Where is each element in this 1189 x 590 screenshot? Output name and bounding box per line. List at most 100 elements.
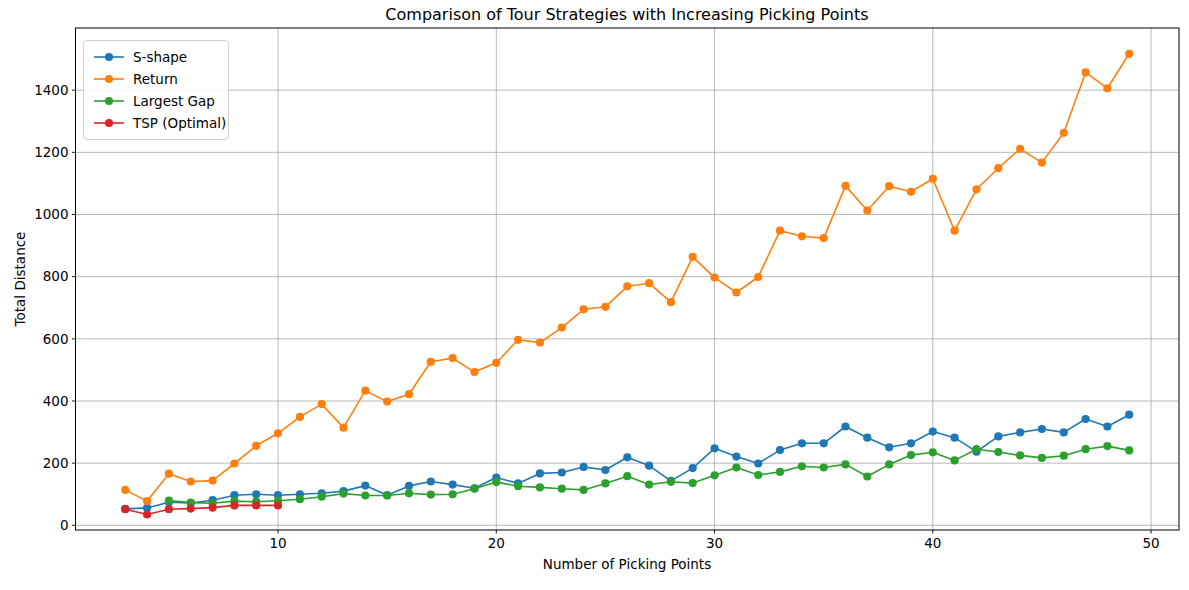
data-point-marker bbox=[754, 471, 762, 479]
data-point-marker bbox=[187, 505, 195, 513]
data-point-marker bbox=[274, 429, 282, 437]
x-tick-label: 50 bbox=[1142, 535, 1159, 551]
legend-item-return: Return bbox=[92, 68, 220, 90]
data-point-marker bbox=[405, 489, 413, 497]
data-point-marker bbox=[994, 448, 1002, 456]
line-marker-icon bbox=[92, 51, 126, 63]
y-tick-label: 800 bbox=[43, 268, 69, 284]
data-point-marker bbox=[449, 481, 457, 489]
data-point-marker bbox=[1103, 84, 1111, 92]
data-point-marker bbox=[711, 471, 719, 479]
data-point-marker bbox=[492, 359, 500, 367]
data-point-marker bbox=[383, 398, 391, 406]
data-point-marker bbox=[1038, 425, 1046, 433]
data-point-marker bbox=[689, 464, 697, 472]
data-point-marker bbox=[1103, 442, 1111, 450]
data-point-marker bbox=[470, 485, 478, 493]
data-point-marker bbox=[929, 448, 937, 456]
legend-label: TSP (Optimal) bbox=[133, 115, 226, 131]
data-point-marker bbox=[405, 482, 413, 490]
data-point-marker bbox=[1125, 446, 1133, 454]
data-point-marker bbox=[885, 443, 893, 451]
data-point-marker bbox=[972, 445, 980, 453]
data-point-marker bbox=[165, 470, 173, 478]
data-point-marker bbox=[536, 469, 544, 477]
data-point-marker bbox=[318, 493, 326, 501]
data-point-marker bbox=[689, 253, 697, 261]
data-point-marker bbox=[361, 491, 369, 499]
data-point-marker bbox=[514, 336, 522, 344]
data-point-marker bbox=[885, 460, 893, 468]
data-point-marker bbox=[536, 339, 544, 347]
series-line bbox=[169, 446, 1129, 503]
data-point-marker bbox=[1125, 411, 1133, 419]
data-point-marker bbox=[711, 444, 719, 452]
data-point-marker bbox=[841, 422, 849, 430]
data-point-marker bbox=[798, 439, 806, 447]
data-point-marker bbox=[427, 491, 435, 499]
legend-item-tsp-optimal: TSP (Optimal) bbox=[92, 112, 220, 134]
y-tick-label: 600 bbox=[43, 331, 69, 347]
data-point-marker bbox=[645, 481, 653, 489]
data-point-marker bbox=[601, 466, 609, 474]
data-point-marker bbox=[732, 453, 740, 461]
data-point-marker bbox=[405, 390, 413, 398]
y-tick-label: 1000 bbox=[34, 206, 68, 222]
data-point-marker bbox=[187, 477, 195, 485]
data-point-marker bbox=[449, 354, 457, 362]
data-point-marker bbox=[645, 279, 653, 287]
y-axis-label: Total Distance bbox=[12, 232, 28, 327]
data-point-marker bbox=[776, 227, 784, 235]
data-point-marker bbox=[972, 185, 980, 193]
data-point-marker bbox=[820, 234, 828, 242]
data-point-marker bbox=[1082, 415, 1090, 423]
data-point-marker bbox=[1082, 68, 1090, 76]
y-tick-label: 0 bbox=[60, 517, 69, 533]
data-point-marker bbox=[558, 324, 566, 332]
data-point-marker bbox=[1016, 145, 1024, 153]
data-point-marker bbox=[776, 468, 784, 476]
data-point-marker bbox=[339, 424, 347, 432]
data-point-marker bbox=[580, 305, 588, 313]
data-point-marker bbox=[252, 490, 260, 498]
data-point-marker bbox=[165, 505, 173, 513]
data-point-marker bbox=[776, 446, 784, 454]
data-point-marker bbox=[427, 477, 435, 485]
data-point-marker bbox=[863, 206, 871, 214]
data-point-marker bbox=[361, 482, 369, 490]
data-point-marker bbox=[492, 478, 500, 486]
data-point-marker bbox=[841, 460, 849, 468]
data-point-marker bbox=[449, 490, 457, 498]
data-point-marker bbox=[143, 510, 151, 518]
chart-figure: Comparison of Tour Strategies with Incre… bbox=[0, 0, 1189, 590]
data-point-marker bbox=[274, 501, 282, 509]
data-point-marker bbox=[1038, 159, 1046, 167]
data-point-marker bbox=[1016, 451, 1024, 459]
data-point-marker bbox=[1060, 129, 1068, 137]
data-point-marker bbox=[1016, 428, 1024, 436]
data-point-marker bbox=[623, 472, 631, 480]
data-point-marker bbox=[951, 456, 959, 464]
data-point-marker bbox=[994, 432, 1002, 440]
data-point-marker bbox=[732, 463, 740, 471]
data-point-marker bbox=[929, 427, 937, 435]
data-point-marker bbox=[143, 497, 151, 505]
legend: S-shape Return Largest Gap TSP (Optimal) bbox=[83, 40, 229, 140]
data-point-marker bbox=[929, 175, 937, 183]
y-tick-label: 1200 bbox=[34, 144, 68, 160]
data-point-marker bbox=[601, 303, 609, 311]
data-point-marker bbox=[383, 491, 391, 499]
data-point-marker bbox=[863, 434, 871, 442]
data-point-marker bbox=[645, 462, 653, 470]
data-point-marker bbox=[296, 413, 304, 421]
data-point-marker bbox=[558, 485, 566, 493]
data-point-marker bbox=[885, 182, 893, 190]
data-point-marker bbox=[1060, 452, 1068, 460]
data-point-marker bbox=[623, 453, 631, 461]
legend-item-largest-gap: Largest Gap bbox=[92, 90, 220, 112]
x-axis-label: Number of Picking Points bbox=[75, 556, 1179, 572]
data-point-marker bbox=[820, 463, 828, 471]
data-point-marker bbox=[252, 442, 260, 450]
data-point-marker bbox=[907, 451, 915, 459]
data-point-marker bbox=[536, 483, 544, 491]
